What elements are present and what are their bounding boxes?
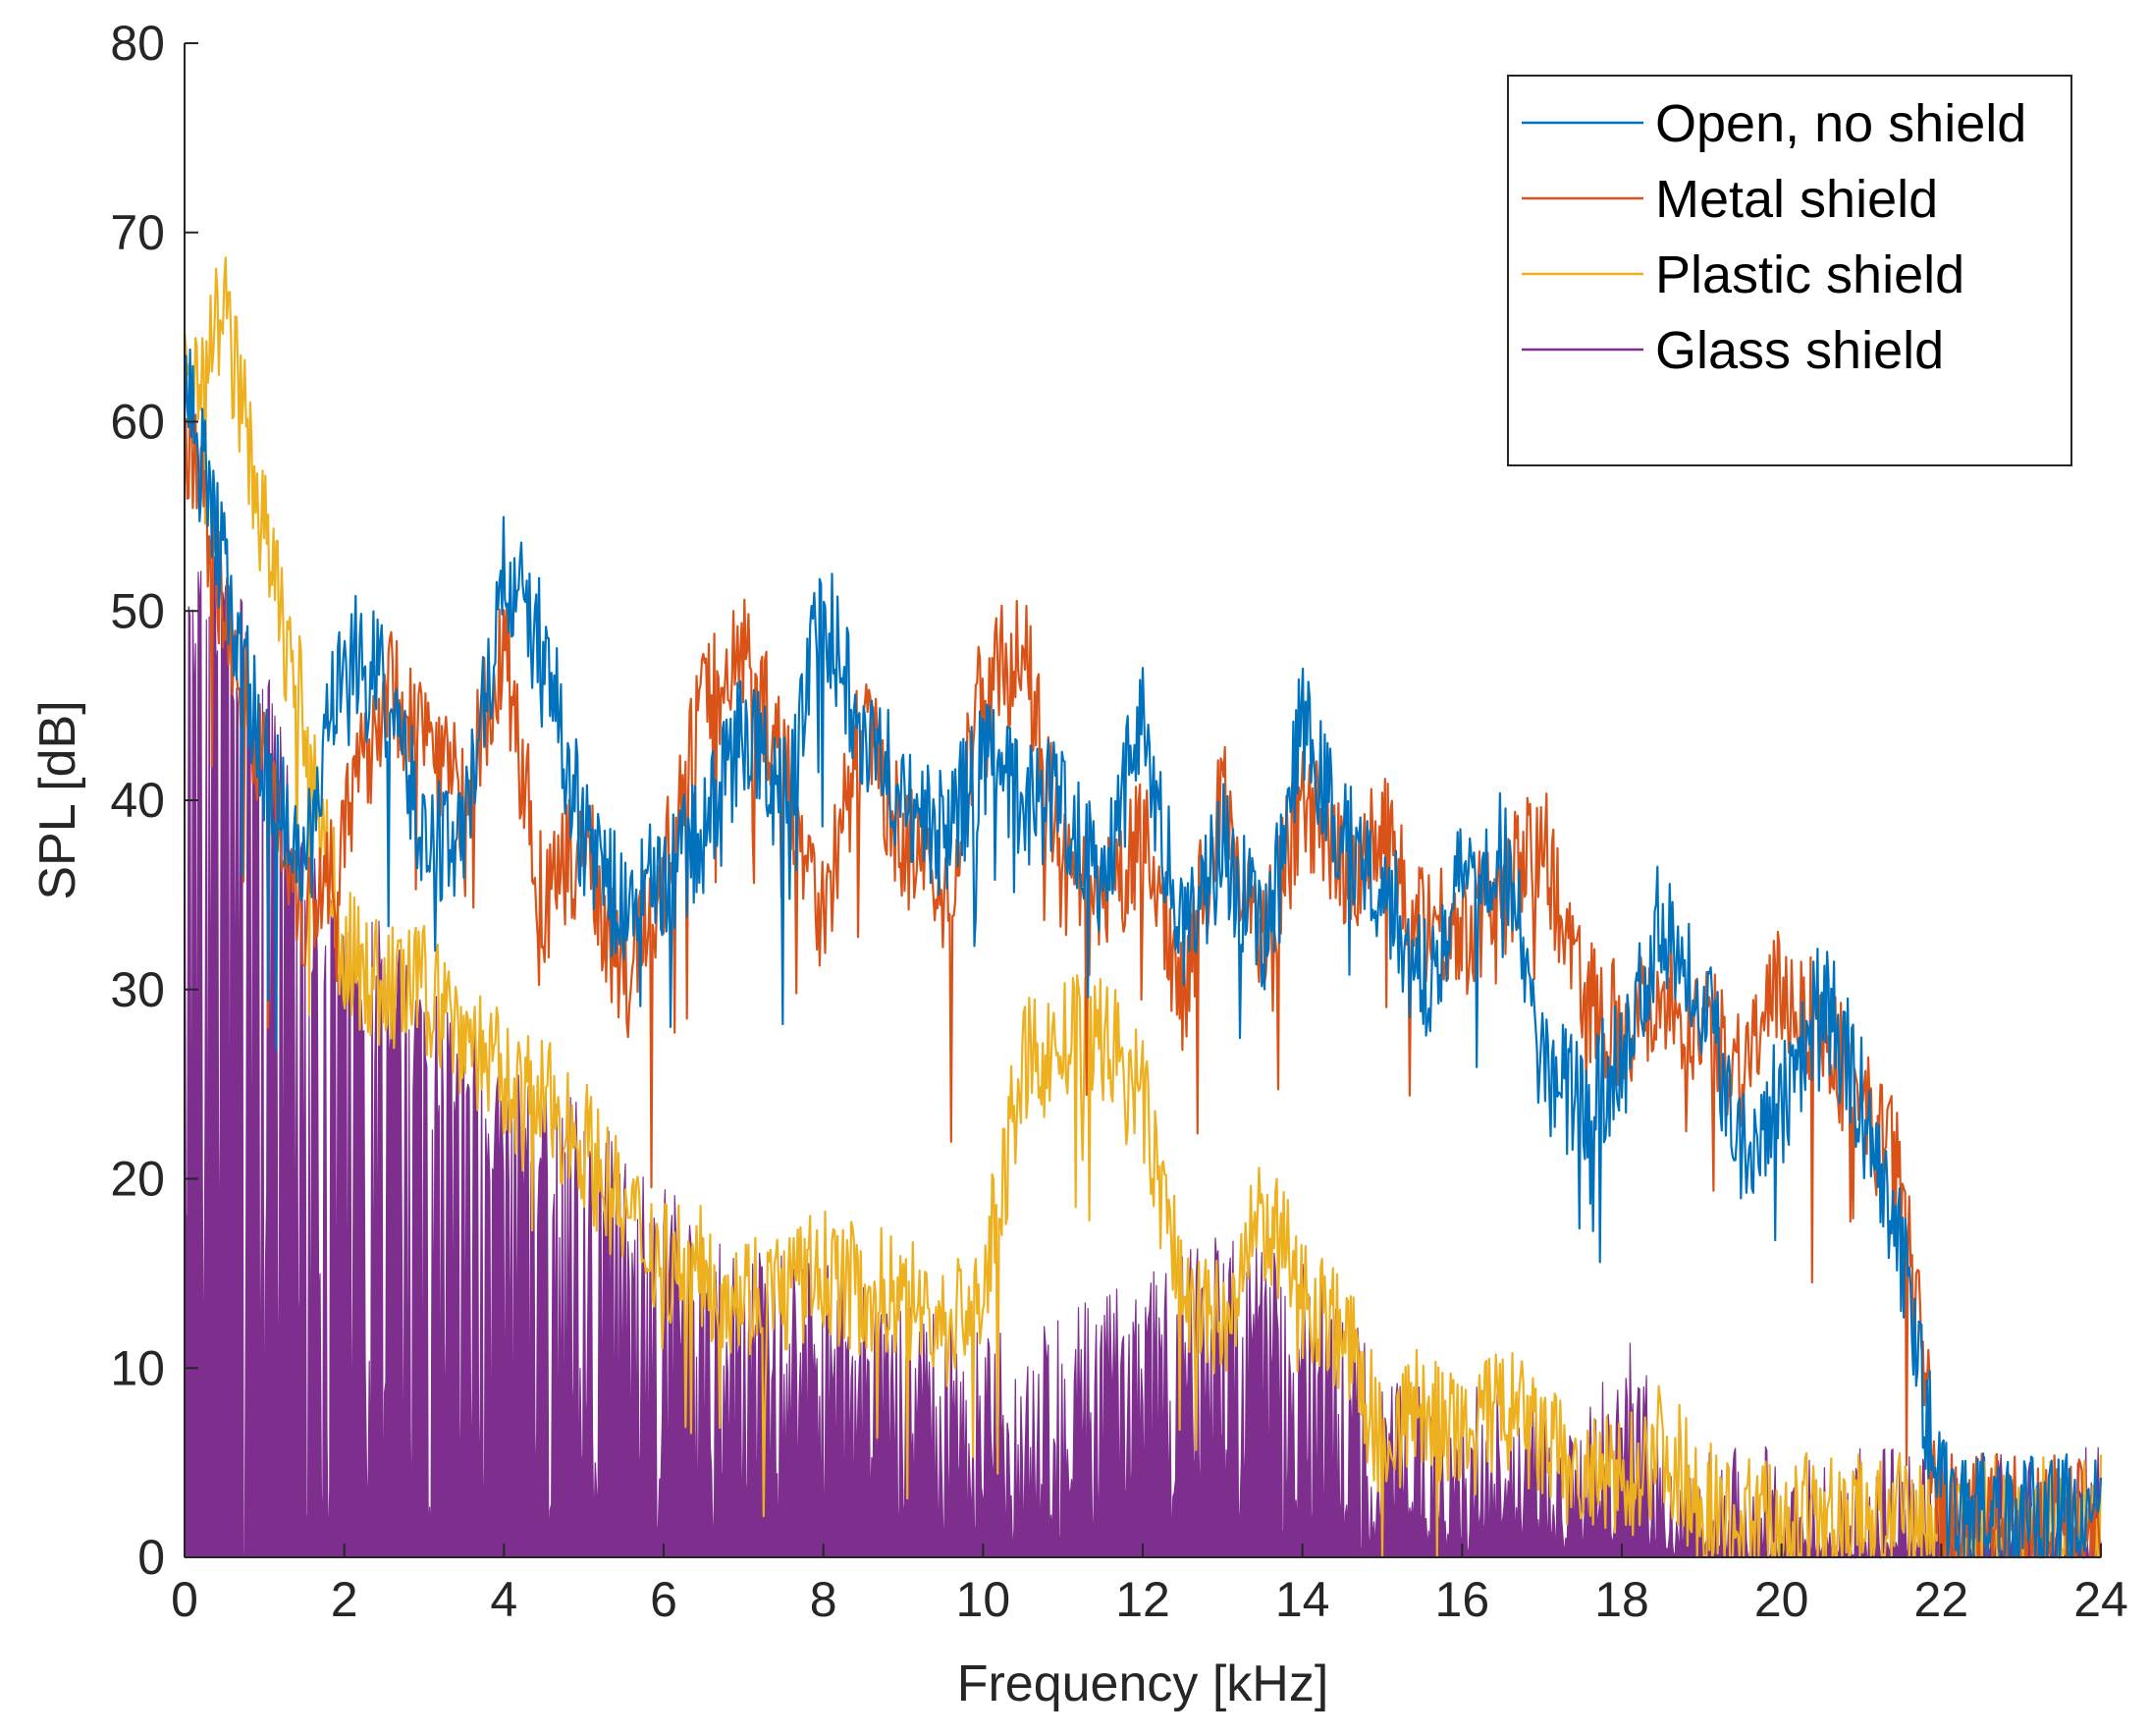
y-ticks: 0 10 20 30 40 50 60 70 80 [110,16,198,1585]
y-axis-label: SPL [dB] [29,700,86,899]
x-tick-label: 22 [1914,1572,1969,1627]
legend-label: Open, no shield [1655,94,2026,153]
legend: Open, no shield Metal shield Plastic shiel… [1507,75,2072,466]
y-tick-label: 30 [110,962,165,1017]
x-tick-label: 12 [1115,1572,1170,1627]
series-open-no-shield [183,348,2103,1559]
x-tick-label: 2 [331,1572,358,1627]
y-tick-label: 60 [110,395,165,450]
series-metal-shield [183,394,2103,1559]
legend-label: Plastic shield [1655,245,1964,304]
x-tick-label: 16 [1435,1572,1490,1627]
x-tick-label: 20 [1754,1572,1809,1627]
y-tick-label: 50 [110,583,165,638]
legend-label: Metal shield [1655,170,1938,229]
legend-box [1507,75,2072,466]
x-tick-label: 10 [956,1572,1011,1627]
x-tick-label: 8 [810,1572,837,1627]
axes: 0 2 4 6 8 10 12 14 16 18 20 22 24 01020304050607080 … [29,16,2128,1712]
x-tick-label: 18 [1594,1572,1649,1627]
x-axis-label: Frequency [kHz] [957,1655,1329,1712]
x-ticks: 0 2 4 6 8 10 12 14 16 18 20 22 24 [171,1544,2128,1627]
y-tick-label: 40 [110,773,165,828]
y-tick-label: 70 [110,205,165,260]
y-tick-label: 0 [137,1530,165,1585]
y-tick-label: 10 [110,1340,165,1395]
x-tick-label: 4 [490,1572,517,1627]
x-tick-label: 14 [1275,1572,1330,1627]
series-plastic-shield [183,256,2103,1559]
y-tick-label: 20 [110,1152,165,1207]
y-tick-label: 80 [110,16,165,71]
legend-label: Glass shield [1655,321,1944,380]
x-tick-label: 6 [650,1572,677,1627]
legend-entries: Open, no shield Metal shield Plastic shiel… [1522,94,2026,380]
x-tick-label: 0 [171,1572,198,1627]
x-tick-label: 24 [2073,1572,2128,1627]
